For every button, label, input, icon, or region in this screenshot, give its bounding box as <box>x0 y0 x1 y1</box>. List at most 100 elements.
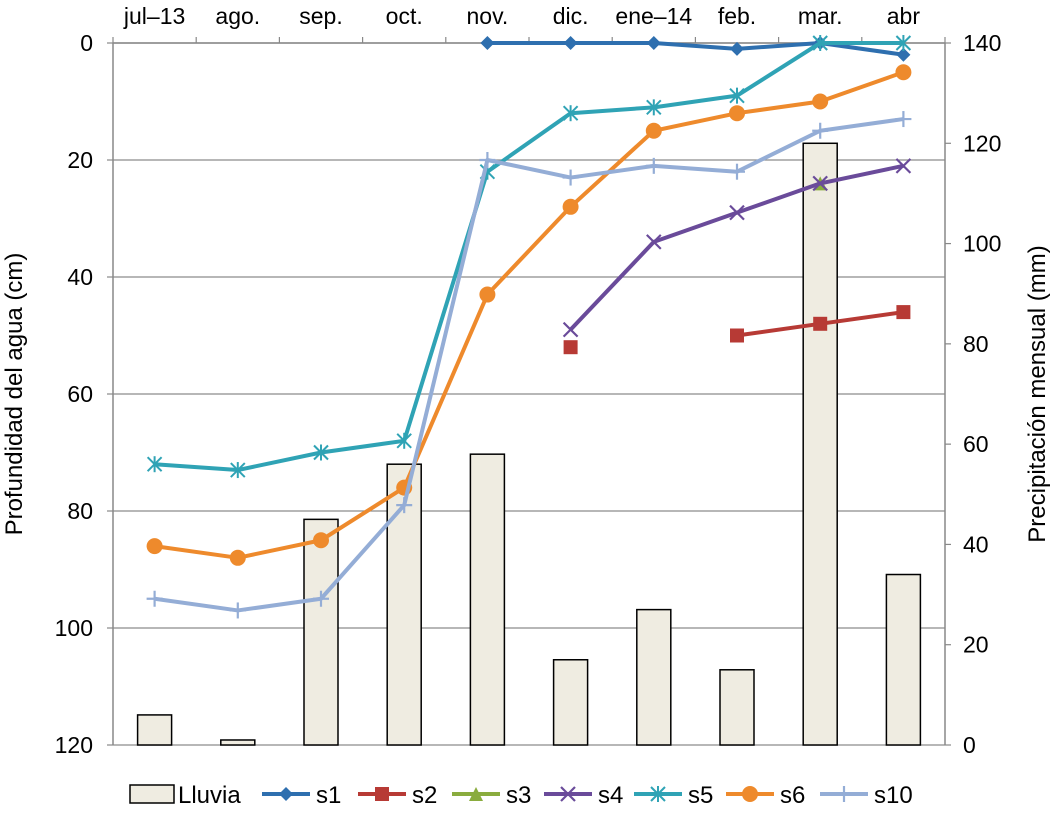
category-label: dic. <box>553 3 589 29</box>
point-s10 <box>729 163 745 180</box>
legend-marker-s5 <box>650 786 666 802</box>
right-tick-label: 40 <box>963 531 989 557</box>
left-axis-title: Profundidad del agua (cm) <box>1 253 28 536</box>
point-s10 <box>229 602 246 619</box>
bar-lluvia <box>552 659 589 746</box>
bar-lluvia <box>220 739 256 746</box>
point-s5 <box>729 87 745 104</box>
bar-lluvia <box>136 714 173 746</box>
legend-marker-s3 <box>469 787 483 801</box>
point-s1 <box>480 36 495 50</box>
point-s10 <box>812 122 829 139</box>
point-s1 <box>896 47 911 62</box>
category-label: oct. <box>386 3 423 29</box>
series-s5 <box>146 35 912 479</box>
point-s2 <box>730 328 744 343</box>
point-s5 <box>562 105 579 122</box>
point-s4 <box>729 204 745 221</box>
point-s5 <box>230 462 246 479</box>
point-s6 <box>729 105 745 122</box>
category-label: feb. <box>718 3 756 29</box>
point-s1 <box>563 36 578 50</box>
point-s4 <box>895 158 912 174</box>
point-s4 <box>646 234 662 250</box>
legend-marker-s2 <box>375 787 389 801</box>
right-tick-label: 120 <box>963 130 1001 156</box>
point-s10 <box>313 590 329 607</box>
point-s10 <box>479 152 496 168</box>
point-s6 <box>562 198 579 215</box>
legend-label-s5: s5 <box>688 782 713 809</box>
point-s10 <box>895 111 912 128</box>
legend-swatch-lluvia <box>129 784 175 804</box>
point-s6 <box>313 532 329 549</box>
left-tick-label: 20 <box>67 147 93 173</box>
category-label: mar. <box>798 3 843 29</box>
point-s6 <box>645 122 662 139</box>
series-line <box>154 70 905 560</box>
left-tick-label: 120 <box>55 732 93 758</box>
point-s10 <box>562 169 579 186</box>
right-tick-label: 140 <box>963 30 1001 56</box>
series-s4 <box>562 158 912 338</box>
point-s5 <box>396 432 412 449</box>
point-s5 <box>812 35 828 51</box>
bar-lluvia <box>303 518 339 746</box>
category-label: ene–14 <box>615 3 692 29</box>
category-label: abr <box>887 3 921 29</box>
point-s6 <box>229 549 246 566</box>
left-axis-ticks: 0 20 40 60 80 100 120 <box>55 30 113 758</box>
right-tick-label: 80 <box>963 331 989 357</box>
right-axis-title: Precipitación mensual (mm) <box>1024 245 1051 542</box>
series-s2 <box>563 305 911 355</box>
rainfall-bars <box>136 142 922 746</box>
point-s1 <box>730 41 744 56</box>
point-s1 <box>646 36 661 50</box>
series-line <box>569 163 904 332</box>
depth-series <box>146 35 912 619</box>
legend-label-s3: s3 <box>506 782 531 809</box>
point-s2 <box>896 305 911 320</box>
category-label: sep. <box>299 3 342 29</box>
point-s5 <box>895 35 912 51</box>
legend-marker-s6 <box>742 786 758 802</box>
point-s6 <box>895 64 912 81</box>
legend: Lluvia s1 s2 s3 s4 s5 s6 s10 <box>129 782 913 809</box>
legend-label-s2: s2 <box>412 782 437 809</box>
left-tick-label: 0 <box>80 30 93 56</box>
legend-label-s4: s4 <box>598 782 623 809</box>
right-tick-label: 20 <box>963 632 989 658</box>
series-line <box>154 117 904 613</box>
legend-marker-s4 <box>560 786 576 802</box>
point-s4 <box>562 321 579 338</box>
left-tick-label: 100 <box>55 615 93 641</box>
point-s5 <box>313 444 329 461</box>
left-tick-label: 80 <box>67 498 93 524</box>
bar-lluvia <box>469 453 506 746</box>
bar-lluvia <box>636 608 672 746</box>
point-s6 <box>479 286 496 303</box>
bar-lluvia <box>885 573 922 746</box>
left-tick-label: 60 <box>67 381 93 407</box>
series-line <box>154 41 904 473</box>
category-label: jul–13 <box>123 3 185 29</box>
top-axis-ticks: jul–13 ago. sep. oct. nov. dic. ene–14 feb. mar.… <box>112 3 946 43</box>
point-s10 <box>146 590 163 607</box>
legend-label-s6: s6 <box>780 782 805 809</box>
bar-lluvia <box>802 142 838 746</box>
point-s2 <box>813 316 828 331</box>
legend-label-s10: s10 <box>874 782 913 809</box>
point-s5 <box>146 456 163 473</box>
legend-marker-s1 <box>279 787 293 801</box>
legend-marker-s10 <box>836 786 852 802</box>
category-label: nov. <box>467 3 509 29</box>
point-s10 <box>645 157 662 174</box>
right-tick-label: 100 <box>963 231 1001 257</box>
category-label: ago. <box>215 3 260 29</box>
point-s10 <box>396 497 413 514</box>
point-s5 <box>646 99 662 116</box>
right-tick-label: 60 <box>963 431 989 457</box>
point-s4 <box>812 175 828 192</box>
series-s10 <box>146 111 912 619</box>
